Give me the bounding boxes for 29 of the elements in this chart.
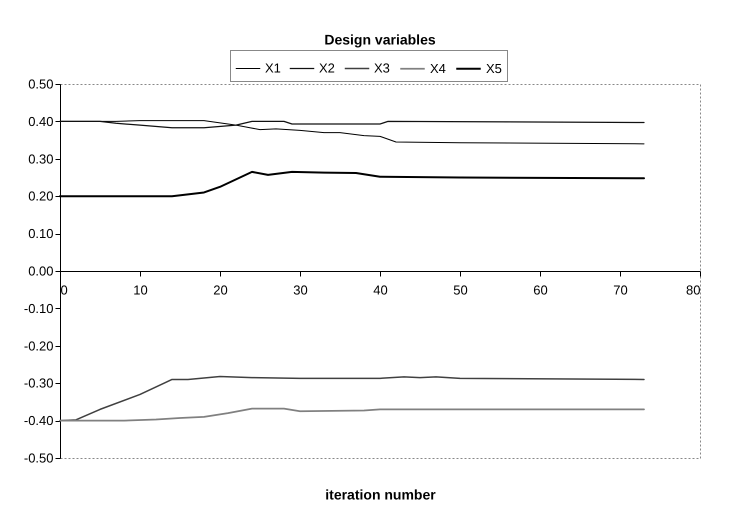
y-tick-label: 0.20 — [28, 188, 54, 204]
x-tick-label: 50 — [453, 282, 468, 298]
y-tick-label: 0.30 — [28, 151, 54, 166]
x-tick-label: 20 — [213, 282, 228, 298]
legend-label: X4 — [430, 60, 446, 76]
y-tick-label: 0.40 — [28, 114, 54, 129]
line-series — [59, 408, 645, 422]
legend-label: X1 — [265, 60, 281, 76]
x-tick-label: 70 — [613, 282, 628, 298]
x-tick-label: 0 — [60, 282, 68, 298]
y-tick-label: 0.10 — [28, 226, 54, 242]
x-axis-title: iteration number — [325, 486, 436, 502]
y-tick-label: 0.50 — [28, 76, 54, 92]
legend-label: X2 — [319, 60, 335, 76]
y-tick-label: -0.40 — [24, 413, 54, 428]
y-tick-label: -0.10 — [24, 300, 54, 316]
chart-title: Design variables — [324, 32, 436, 48]
y-tick-label: -0.50 — [24, 450, 54, 466]
y-tick-label: -0.20 — [24, 338, 54, 354]
line-series — [59, 120, 645, 128]
x-tick-label: 80 — [686, 282, 700, 298]
y-tick-label: 0.00 — [28, 264, 54, 278]
legend-label: X5 — [486, 60, 502, 76]
x-tick-label: 10 — [133, 282, 148, 298]
legend-label: X3 — [374, 60, 390, 76]
x-tick-label: 60 — [533, 282, 548, 298]
x-tick-label: 40 — [373, 282, 388, 298]
x-tick-label: 30 — [293, 282, 308, 298]
y-tick-label: -0.30 — [24, 376, 54, 391]
